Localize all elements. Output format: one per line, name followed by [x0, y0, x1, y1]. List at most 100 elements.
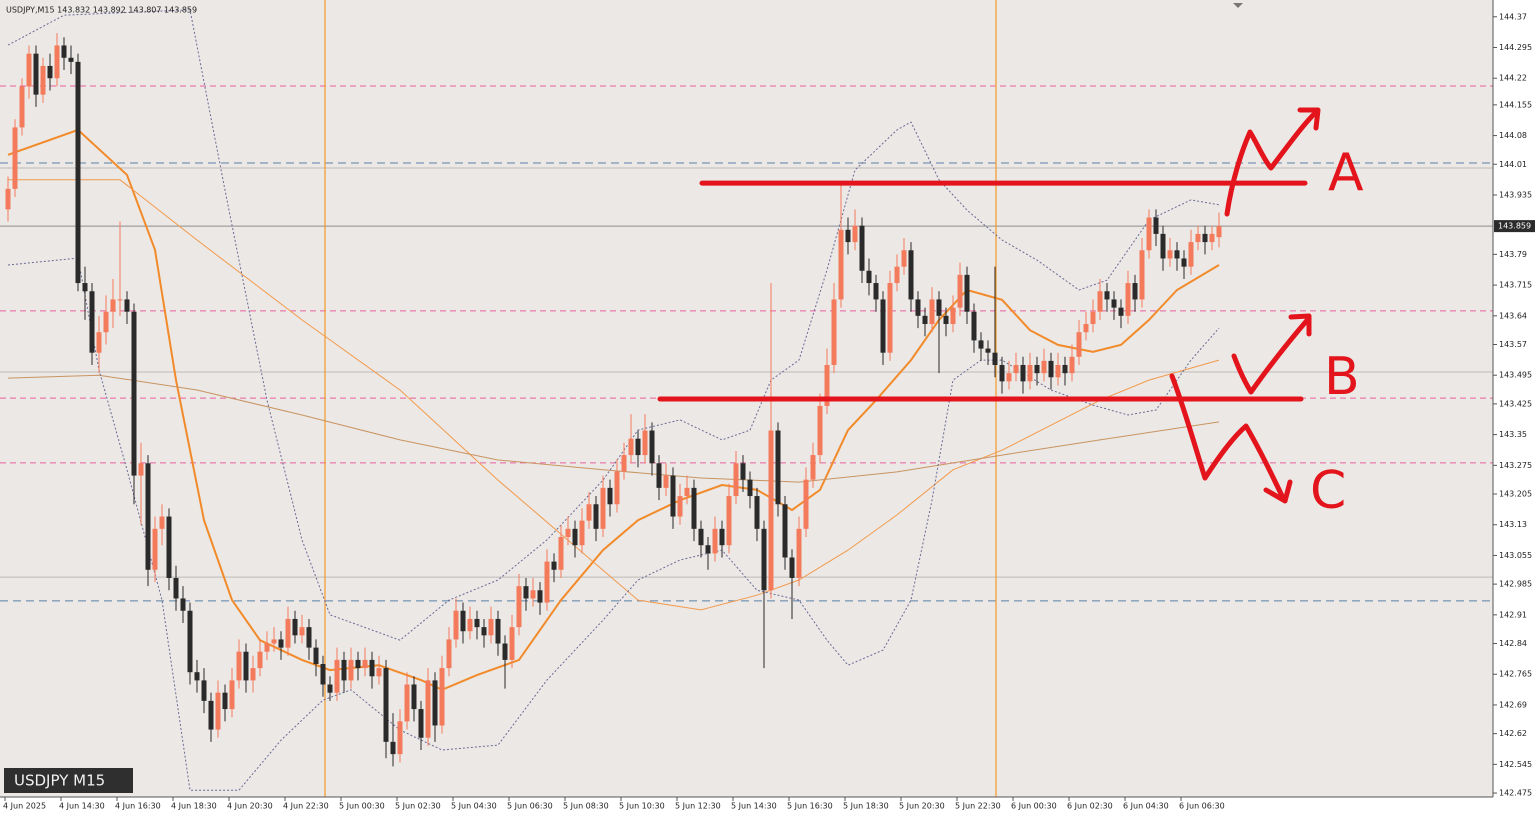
candle-body — [887, 283, 893, 353]
candle-body — [817, 405, 823, 456]
x-tick-label: 4 Jun 16:30 — [115, 802, 161, 811]
candle-body — [40, 65, 46, 95]
arrow-head — [1263, 479, 1293, 504]
candle-body — [859, 225, 865, 271]
candle-body — [775, 430, 781, 505]
candle-body — [1076, 332, 1082, 357]
candle-body — [1174, 250, 1180, 259]
x-tick-label: 5 Jun 10:30 — [619, 802, 665, 811]
candle-body — [481, 627, 487, 636]
candle-body — [1083, 324, 1089, 333]
candle-body — [54, 45, 60, 79]
candle-body — [999, 364, 1005, 382]
candle-body — [1195, 233, 1201, 243]
candle-body — [348, 659, 354, 681]
candle-body — [271, 639, 277, 644]
candle-body — [383, 668, 389, 742]
x-tick-label: 5 Jun 06:30 — [507, 802, 553, 811]
scenario-arrow — [1231, 315, 1312, 395]
y-tick-label: 142.69 — [1499, 700, 1527, 709]
x-tick-label: 4 Jun 18:30 — [171, 802, 217, 811]
candle-body — [1139, 250, 1145, 300]
candle-body — [579, 520, 585, 546]
candle-body — [950, 307, 956, 325]
candle-body — [446, 639, 452, 669]
candle-body — [411, 684, 417, 710]
y-tick-label: 143.935 — [1499, 190, 1532, 199]
indicator-line — [7, 9, 1220, 641]
candle-body — [215, 692, 221, 730]
candle-body — [894, 266, 900, 284]
candle-body — [75, 61, 81, 284]
candle-body — [439, 668, 445, 726]
candle-body — [796, 528, 802, 578]
current-price-label: 143.859 — [1498, 222, 1531, 231]
candle-body — [1006, 373, 1012, 382]
candle-body — [432, 680, 438, 726]
candle-body — [670, 475, 676, 517]
price-axis-background — [1493, 0, 1536, 816]
candle-body — [502, 643, 508, 660]
y-tick-label: 144.01 — [1499, 160, 1527, 169]
x-tick-label: 5 Jun 14:30 — [731, 802, 777, 811]
x-tick-label: 5 Jun 12:30 — [675, 802, 721, 811]
candle-body — [404, 684, 410, 722]
x-tick-label: 5 Jun 02:30 — [395, 802, 441, 811]
candle-body — [719, 528, 725, 546]
candle-body — [782, 504, 788, 558]
candle-body — [285, 618, 291, 648]
candle-body — [124, 299, 130, 312]
candle-body — [138, 463, 144, 476]
candle-body — [530, 590, 536, 599]
candle-body — [509, 627, 515, 660]
candle-body — [866, 270, 872, 284]
candle-body — [474, 618, 480, 628]
candle-body — [971, 311, 977, 341]
candle-body — [635, 438, 641, 456]
candle-body — [992, 352, 998, 365]
candle-body — [12, 127, 18, 189]
arrow-head — [1288, 313, 1312, 337]
candle-body — [558, 537, 564, 570]
candle-body — [152, 528, 158, 570]
candle-body — [1209, 233, 1215, 243]
time-axis-background — [0, 797, 1493, 816]
x-tick-label: 5 Jun 08:30 — [563, 802, 609, 811]
scenario-arrow — [1169, 373, 1287, 503]
candle-body — [684, 487, 690, 497]
y-tick-label: 144.22 — [1499, 74, 1527, 83]
candle-body — [89, 291, 95, 353]
candle-body — [425, 680, 431, 738]
candle-body — [334, 659, 340, 693]
indicator-line — [8, 179, 1220, 611]
candle-body — [103, 311, 109, 333]
chart-header: USDJPY,M15 143.832 143.892 143.807 143.8… — [6, 6, 197, 15]
candle-body — [1125, 283, 1131, 316]
candle-body — [131, 311, 137, 476]
candle-body — [222, 692, 228, 710]
y-tick-label: 142.765 — [1499, 670, 1532, 679]
candle-body — [747, 479, 753, 497]
candle-body — [572, 528, 578, 546]
candle-body — [159, 516, 165, 529]
candle-body — [768, 430, 774, 591]
candle-body — [544, 561, 550, 603]
candle-body — [628, 438, 634, 456]
candle-body — [33, 53, 39, 95]
candle-body — [698, 528, 704, 546]
candle-body — [852, 225, 858, 243]
candle-body — [1216, 226, 1222, 238]
candle-body — [187, 610, 193, 673]
candle-body — [1097, 291, 1103, 312]
candle-body — [733, 463, 739, 497]
x-tick-label: 6 Jun 06:30 — [1179, 802, 1225, 811]
candle-body — [1160, 233, 1166, 259]
candle-body — [19, 86, 25, 128]
x-tick-label: 5 Jun 20:30 — [899, 802, 945, 811]
x-tick-label: 6 Jun 04:30 — [1123, 802, 1169, 811]
y-tick-label: 143.64 — [1499, 311, 1527, 320]
candle-body — [1146, 217, 1152, 251]
candle-body — [901, 250, 907, 267]
candle-body — [691, 487, 697, 529]
